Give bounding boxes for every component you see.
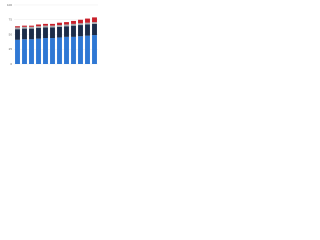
y-tick-label: 100: [7, 3, 12, 7]
bar-segment: [64, 26, 69, 37]
bar-segment: [22, 28, 27, 40]
bar-segment: [78, 19, 83, 24]
bar-segment: [71, 25, 76, 37]
bar-segment: [64, 22, 69, 25]
bar-segment: [50, 27, 55, 39]
bar-segment: [43, 23, 48, 26]
bar-segment: [15, 29, 20, 40]
bar-segment: [22, 25, 27, 27]
bar-segment: [78, 23, 83, 26]
y-tick-label: 0: [10, 62, 12, 66]
bar-segment: [43, 27, 48, 39]
bar-segment: [29, 28, 34, 40]
bar-segment: [85, 22, 90, 25]
bar-segment: [29, 25, 34, 27]
bar-segment: [71, 20, 76, 24]
bar-segment: [71, 23, 76, 26]
bar-segment: [57, 26, 62, 38]
y-tick-label: 75: [9, 18, 13, 22]
bar-segment: [15, 26, 20, 28]
bar-segment: [36, 38, 41, 64]
bar-segment: [50, 23, 55, 26]
bar-segment: [57, 25, 62, 27]
bar-segment: [92, 35, 97, 64]
bar-segment: [57, 37, 62, 64]
bar-segment: [43, 25, 48, 28]
bar-segment: [36, 24, 41, 27]
y-tick-label: 25: [9, 47, 13, 51]
chart: 0 25 50 75 100: [7, 3, 98, 66]
bar-segment: [15, 39, 20, 64]
bar-segment: [92, 23, 97, 36]
bar-segment: [50, 38, 55, 64]
bar-segment: [92, 22, 97, 24]
bar-segment: [50, 25, 55, 28]
bar-segment: [36, 26, 41, 29]
bar-segment: [78, 36, 83, 64]
bar-segment: [29, 26, 34, 29]
bar-segment: [92, 17, 97, 23]
bar-segment: [64, 24, 69, 27]
bar-segment: [36, 28, 41, 39]
bar-segment: [22, 39, 27, 64]
bar-segment: [64, 36, 69, 64]
bar-segment: [85, 18, 90, 23]
bar-segment: [85, 24, 90, 36]
bar-segment: [71, 36, 76, 64]
bar-segment: [15, 27, 20, 30]
bar-segment: [78, 25, 83, 37]
bar-segment: [22, 26, 27, 29]
bar-segment: [43, 38, 48, 64]
bar-segment: [29, 39, 34, 64]
y-tick-label: 50: [9, 32, 13, 36]
bar-segment: [85, 35, 90, 64]
bar-segment: [57, 22, 62, 26]
